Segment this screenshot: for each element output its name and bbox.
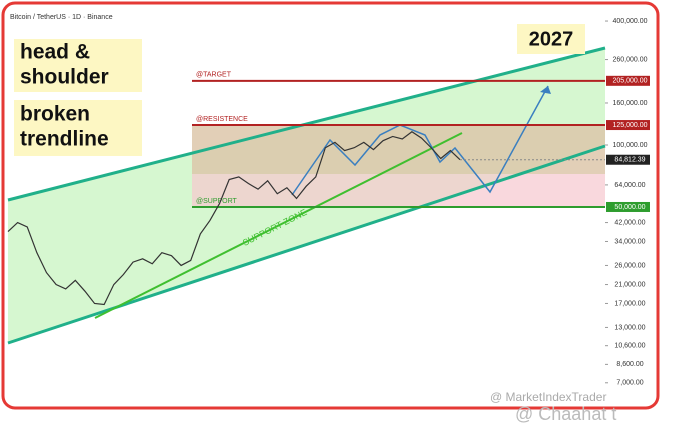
projection	[291, 85, 549, 196]
y-tick-label: 21,000.00	[614, 281, 645, 288]
y-tick-label: 42,000.00	[614, 219, 645, 226]
level-name: @TARGET	[196, 72, 232, 79]
level-name: @RESISTENCE	[196, 116, 248, 123]
arrow-head	[540, 86, 551, 94]
y-tick-label: 400,000.00	[612, 18, 647, 25]
y-tick-label: 34,000.00	[614, 238, 645, 245]
channel-lower	[7, 144, 606, 345]
chart-title: Bitcoin / TetherUS · 1D · Binance	[10, 14, 113, 21]
level-name: @SUPPORT	[196, 198, 238, 205]
y-tick-label: 64,000.00	[614, 182, 645, 189]
note-bg	[517, 24, 585, 54]
level-tag	[606, 120, 650, 131]
note-bg	[14, 100, 142, 156]
annotation: broken	[20, 103, 90, 126]
level-label: 50,000.00	[614, 204, 645, 211]
channel-upper	[7, 46, 606, 202]
watermark: @ Chaahat t	[515, 404, 616, 424]
y-tick-label: 13,000.00	[614, 324, 645, 331]
y-tick-label: 100,000.00	[612, 142, 647, 149]
annotation: head &	[20, 41, 90, 64]
annotation: 2027	[529, 28, 574, 50]
watermark: @ MarketIndexTrader	[490, 390, 606, 404]
y-tick-label: 17,000.00	[614, 300, 645, 307]
note-bg	[14, 39, 142, 92]
y-tick-label: 26,000.00	[614, 262, 645, 269]
last-price-label: 84,812.39	[614, 157, 645, 164]
price-line	[7, 130, 461, 306]
level-tag	[606, 201, 650, 212]
last-price-tag	[606, 154, 650, 165]
level-label: 205,000.00	[612, 78, 647, 85]
level-tag	[606, 75, 650, 86]
annotation: shoulder	[20, 66, 109, 89]
y-tick-label: 7,000.00	[616, 380, 643, 387]
y-tick-label: 260,000.00	[612, 56, 647, 63]
trendline	[94, 132, 463, 319]
level-label: 125,000.00	[612, 122, 647, 129]
y-tick-label: 10,600.00	[614, 343, 645, 350]
annotation: trendline	[20, 128, 109, 151]
y-tick-label: 8,600.00	[616, 361, 643, 368]
y-tick-label: 160,000.00	[612, 100, 647, 107]
